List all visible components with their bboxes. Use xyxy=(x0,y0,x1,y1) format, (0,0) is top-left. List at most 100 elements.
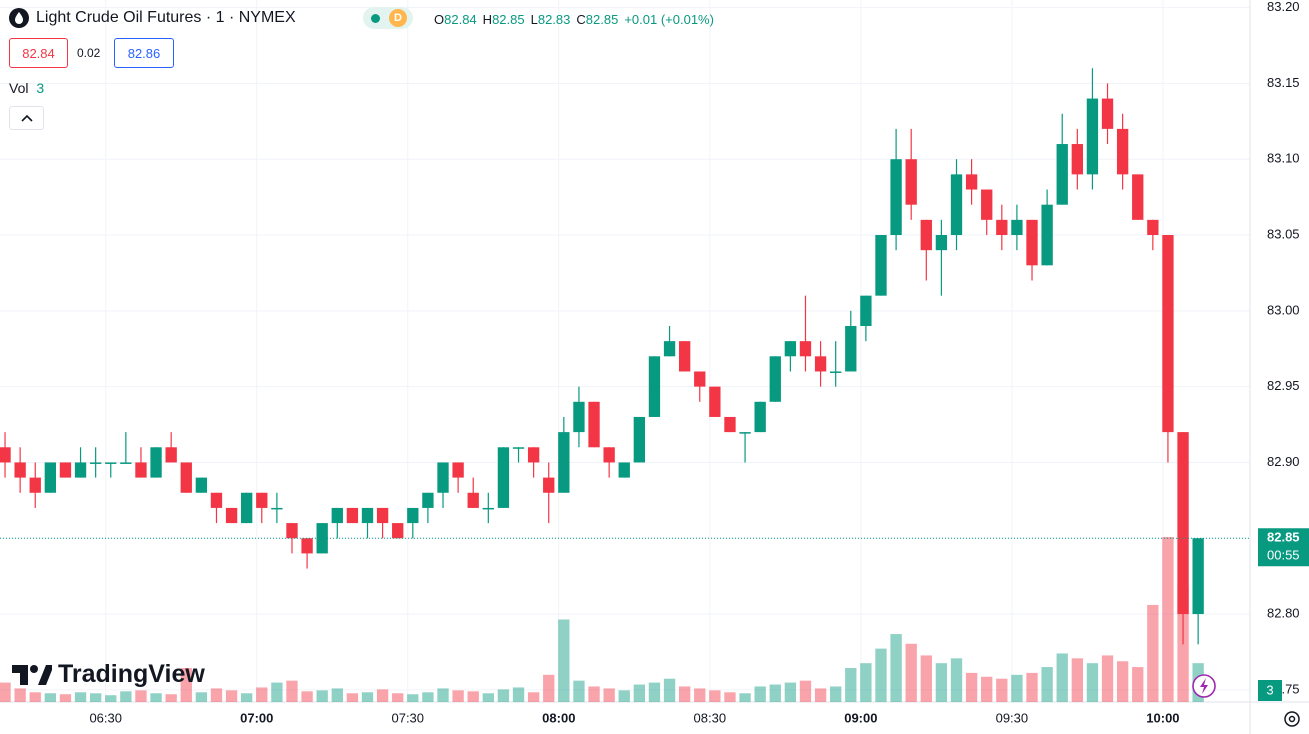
volume-bar xyxy=(407,694,419,702)
symbol-title: Light Crude Oil Futures · 1 · NYMEX xyxy=(36,9,296,26)
bid-button[interactable]: 82.84 xyxy=(9,38,68,68)
candle-body xyxy=(286,523,298,539)
volume-bar xyxy=(527,692,540,702)
candle-body xyxy=(346,507,359,524)
candle-body xyxy=(29,477,41,493)
volume-bar xyxy=(950,658,963,702)
candle-body xyxy=(361,507,374,524)
candle-body xyxy=(845,325,857,372)
volume-bar xyxy=(648,682,661,702)
candle-body xyxy=(830,371,842,373)
candle-body xyxy=(1147,219,1159,236)
volume-bar xyxy=(74,692,87,702)
y-tick-label: 83.15 xyxy=(1267,75,1300,90)
candle-body xyxy=(1011,219,1023,236)
candle-body xyxy=(512,447,525,449)
x-tick-label: 10:00 xyxy=(1146,710,1179,725)
volume-bar xyxy=(1041,667,1053,702)
last-price-badge xyxy=(1258,528,1309,567)
candle-body xyxy=(89,462,102,464)
volume-bar xyxy=(286,680,298,702)
volume-bar xyxy=(1011,674,1023,702)
settings-button[interactable] xyxy=(1282,709,1302,729)
volume-bar xyxy=(256,687,268,702)
candle-body xyxy=(271,507,283,510)
volume-bar xyxy=(603,688,615,702)
volume-bar xyxy=(210,688,223,702)
volume-bar xyxy=(739,693,751,702)
candle-body xyxy=(694,371,706,387)
ohlc-legend: O82.84 H82.85 L82.83 C82.85 +0.01 (+0.01%) xyxy=(434,12,714,27)
volume-bar xyxy=(981,676,993,702)
candle-body xyxy=(14,462,26,478)
volume-bar xyxy=(392,693,404,702)
volume-bar xyxy=(120,691,132,702)
volume-bar xyxy=(376,689,389,702)
volume-bar xyxy=(694,688,706,702)
ask-button[interactable]: 82.86 xyxy=(114,38,174,68)
volume-bar xyxy=(814,688,827,702)
candle-body xyxy=(376,507,389,524)
candle-body xyxy=(120,462,132,464)
volume-bar xyxy=(1162,537,1174,702)
candle-body xyxy=(422,492,434,508)
candle-body xyxy=(905,159,917,205)
candle-body xyxy=(799,341,812,357)
x-tick-label: 07:30 xyxy=(391,710,424,725)
candle-body xyxy=(935,235,948,251)
candle-body xyxy=(59,462,72,478)
volume-bar xyxy=(150,693,162,702)
volume-bar xyxy=(588,686,600,702)
candle-body xyxy=(1177,432,1189,615)
ohlc-label: H xyxy=(482,12,493,27)
candle-body xyxy=(105,462,117,464)
candle-body xyxy=(241,492,253,524)
volume-bar xyxy=(271,682,283,702)
candle-body xyxy=(769,356,781,402)
spread: 0.02 xyxy=(77,46,101,60)
volume-bar xyxy=(799,680,812,702)
volume-bar xyxy=(180,668,192,702)
volume-bar xyxy=(512,687,525,702)
tradingview-logo[interactable]: TradingView xyxy=(12,660,205,689)
candle-body xyxy=(407,507,419,524)
candle-body xyxy=(165,447,177,463)
lightning-button[interactable] xyxy=(1191,673,1217,699)
candle-body xyxy=(678,341,691,372)
candle-body xyxy=(648,356,661,417)
volume-bar xyxy=(44,693,57,702)
volume-bar xyxy=(920,655,932,702)
candle-body xyxy=(754,401,766,433)
status-badge[interactable]: D xyxy=(363,7,413,29)
volume-label: Vol xyxy=(9,80,29,96)
candle-body xyxy=(860,295,872,326)
volume-bar xyxy=(784,682,797,702)
volume-bar xyxy=(422,692,434,702)
candle-body xyxy=(467,492,479,508)
volume-bar xyxy=(1147,604,1159,702)
volume-bar xyxy=(241,693,253,702)
ohlc-change: +0.01 (+0.01%) xyxy=(624,12,714,27)
candle-body xyxy=(890,159,902,236)
collapse-button[interactable] xyxy=(9,106,44,130)
ohlc-value: 82.85 xyxy=(492,12,525,27)
volume-bar xyxy=(1132,667,1144,702)
volume-bar xyxy=(29,692,41,702)
y-tick-label: 82.95 xyxy=(1267,378,1300,393)
volume-bar xyxy=(225,690,238,702)
candle-body xyxy=(950,174,963,236)
volume-bar xyxy=(678,686,691,702)
volume-bar xyxy=(316,690,328,702)
last-price-label: 82.85 xyxy=(1267,530,1300,545)
candle-body xyxy=(301,538,313,554)
candle-body xyxy=(452,462,464,478)
volume-bar xyxy=(301,691,313,702)
last-volume-label: 3 xyxy=(1266,682,1273,697)
candle-body xyxy=(135,462,147,478)
candle-body xyxy=(1101,98,1114,129)
symbol-icon xyxy=(9,8,29,28)
volume-bar xyxy=(1116,661,1129,702)
candle-body xyxy=(965,174,978,190)
volume-bar xyxy=(14,688,26,702)
